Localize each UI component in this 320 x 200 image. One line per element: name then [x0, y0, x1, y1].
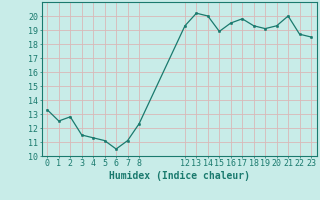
X-axis label: Humidex (Indice chaleur): Humidex (Indice chaleur) [109, 171, 250, 181]
